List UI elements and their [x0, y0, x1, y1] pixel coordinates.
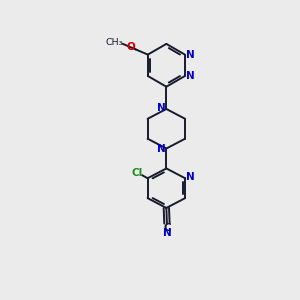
Text: C: C [163, 223, 171, 232]
Text: Cl: Cl [131, 169, 142, 178]
Text: N: N [186, 172, 195, 182]
Text: N: N [186, 50, 195, 60]
Text: CH₃: CH₃ [106, 38, 123, 46]
Text: O: O [127, 42, 136, 52]
Text: N: N [157, 144, 165, 154]
Text: N: N [163, 228, 171, 238]
Text: N: N [186, 71, 195, 81]
Text: N: N [157, 103, 165, 113]
